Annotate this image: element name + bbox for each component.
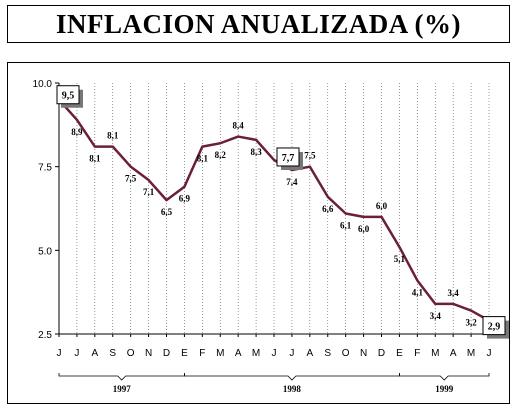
chart-title: INFLACION ANUALIZADA (%)	[7, 5, 510, 43]
x-tick-label: M	[467, 348, 475, 359]
x-tick-label: M	[252, 348, 260, 359]
x-tick-label: J	[487, 348, 492, 359]
year-label: 1997	[113, 384, 132, 394]
data-label: 9,5	[62, 91, 75, 102]
data-label: 2,9	[488, 322, 501, 333]
data-label: 5,1	[394, 254, 406, 264]
year-bracket	[399, 373, 490, 381]
data-label-box	[56, 85, 80, 105]
year-bracket	[184, 373, 400, 381]
data-label: 7,5	[125, 174, 137, 184]
data-label: 6,0	[376, 201, 388, 211]
year-label: 1998	[283, 384, 302, 394]
y-tick-label: 7.5	[38, 163, 52, 174]
x-tick-label: J	[272, 348, 277, 359]
x-tick-label: S	[109, 348, 116, 359]
data-label: 8,4	[233, 121, 245, 131]
x-tick-label: O	[127, 348, 135, 359]
x-tick-label: A	[91, 348, 98, 359]
y-tick-label: 5.0	[38, 246, 52, 257]
x-tick-label: E	[396, 348, 403, 359]
x-tick-label: A	[235, 348, 242, 359]
x-tick-label: J	[289, 348, 294, 359]
x-tick-label: A	[450, 348, 457, 359]
data-label: 7,1	[143, 187, 155, 197]
data-label: 3,2	[465, 318, 477, 328]
data-label: 8,1	[89, 154, 101, 164]
year-label: 1999	[435, 384, 454, 394]
chart-frame	[7, 62, 510, 404]
y-tick-label: 2.5	[38, 330, 52, 341]
data-label: 8,9	[71, 127, 83, 137]
x-tick-label: J	[57, 348, 62, 359]
x-tick-label: A	[306, 348, 313, 359]
data-label: 7,7	[282, 153, 295, 164]
x-tick-label: M	[431, 348, 439, 359]
x-tick-label: O	[342, 348, 350, 359]
data-label: 8,1	[197, 154, 209, 164]
year-bracket	[58, 373, 185, 381]
x-tick-label: M	[216, 348, 224, 359]
data-label: 3,4	[448, 288, 460, 298]
data-label: 6,9	[179, 194, 191, 204]
x-tick-label: N	[360, 348, 367, 359]
x-tick-label: J	[74, 348, 79, 359]
x-tick-label: F	[414, 348, 420, 359]
data-label-box	[276, 147, 300, 167]
x-tick-label: F	[199, 348, 205, 359]
data-label: 8,2	[215, 150, 227, 160]
data-label: 6,1	[340, 221, 352, 231]
data-label: 6,6	[322, 204, 334, 214]
x-tick-label: D	[378, 348, 385, 359]
data-label: 8,1	[107, 131, 119, 141]
x-tick-label: S	[324, 348, 331, 359]
data-label: 7,4	[286, 177, 298, 187]
inflation-series-line	[58, 98, 490, 322]
data-label: 4,1	[412, 287, 424, 297]
data-label: 8,3	[250, 147, 262, 157]
data-label: 7,5	[304, 151, 316, 161]
data-label-box	[482, 316, 506, 336]
x-tick-label: N	[145, 348, 152, 359]
x-tick-label: E	[181, 348, 188, 359]
data-label: 6,0	[358, 224, 370, 234]
y-tick-label: 10.0	[33, 79, 53, 90]
data-label: 6,5	[161, 207, 173, 217]
x-tick-label: D	[163, 348, 170, 359]
data-label: 3,4	[430, 311, 442, 321]
